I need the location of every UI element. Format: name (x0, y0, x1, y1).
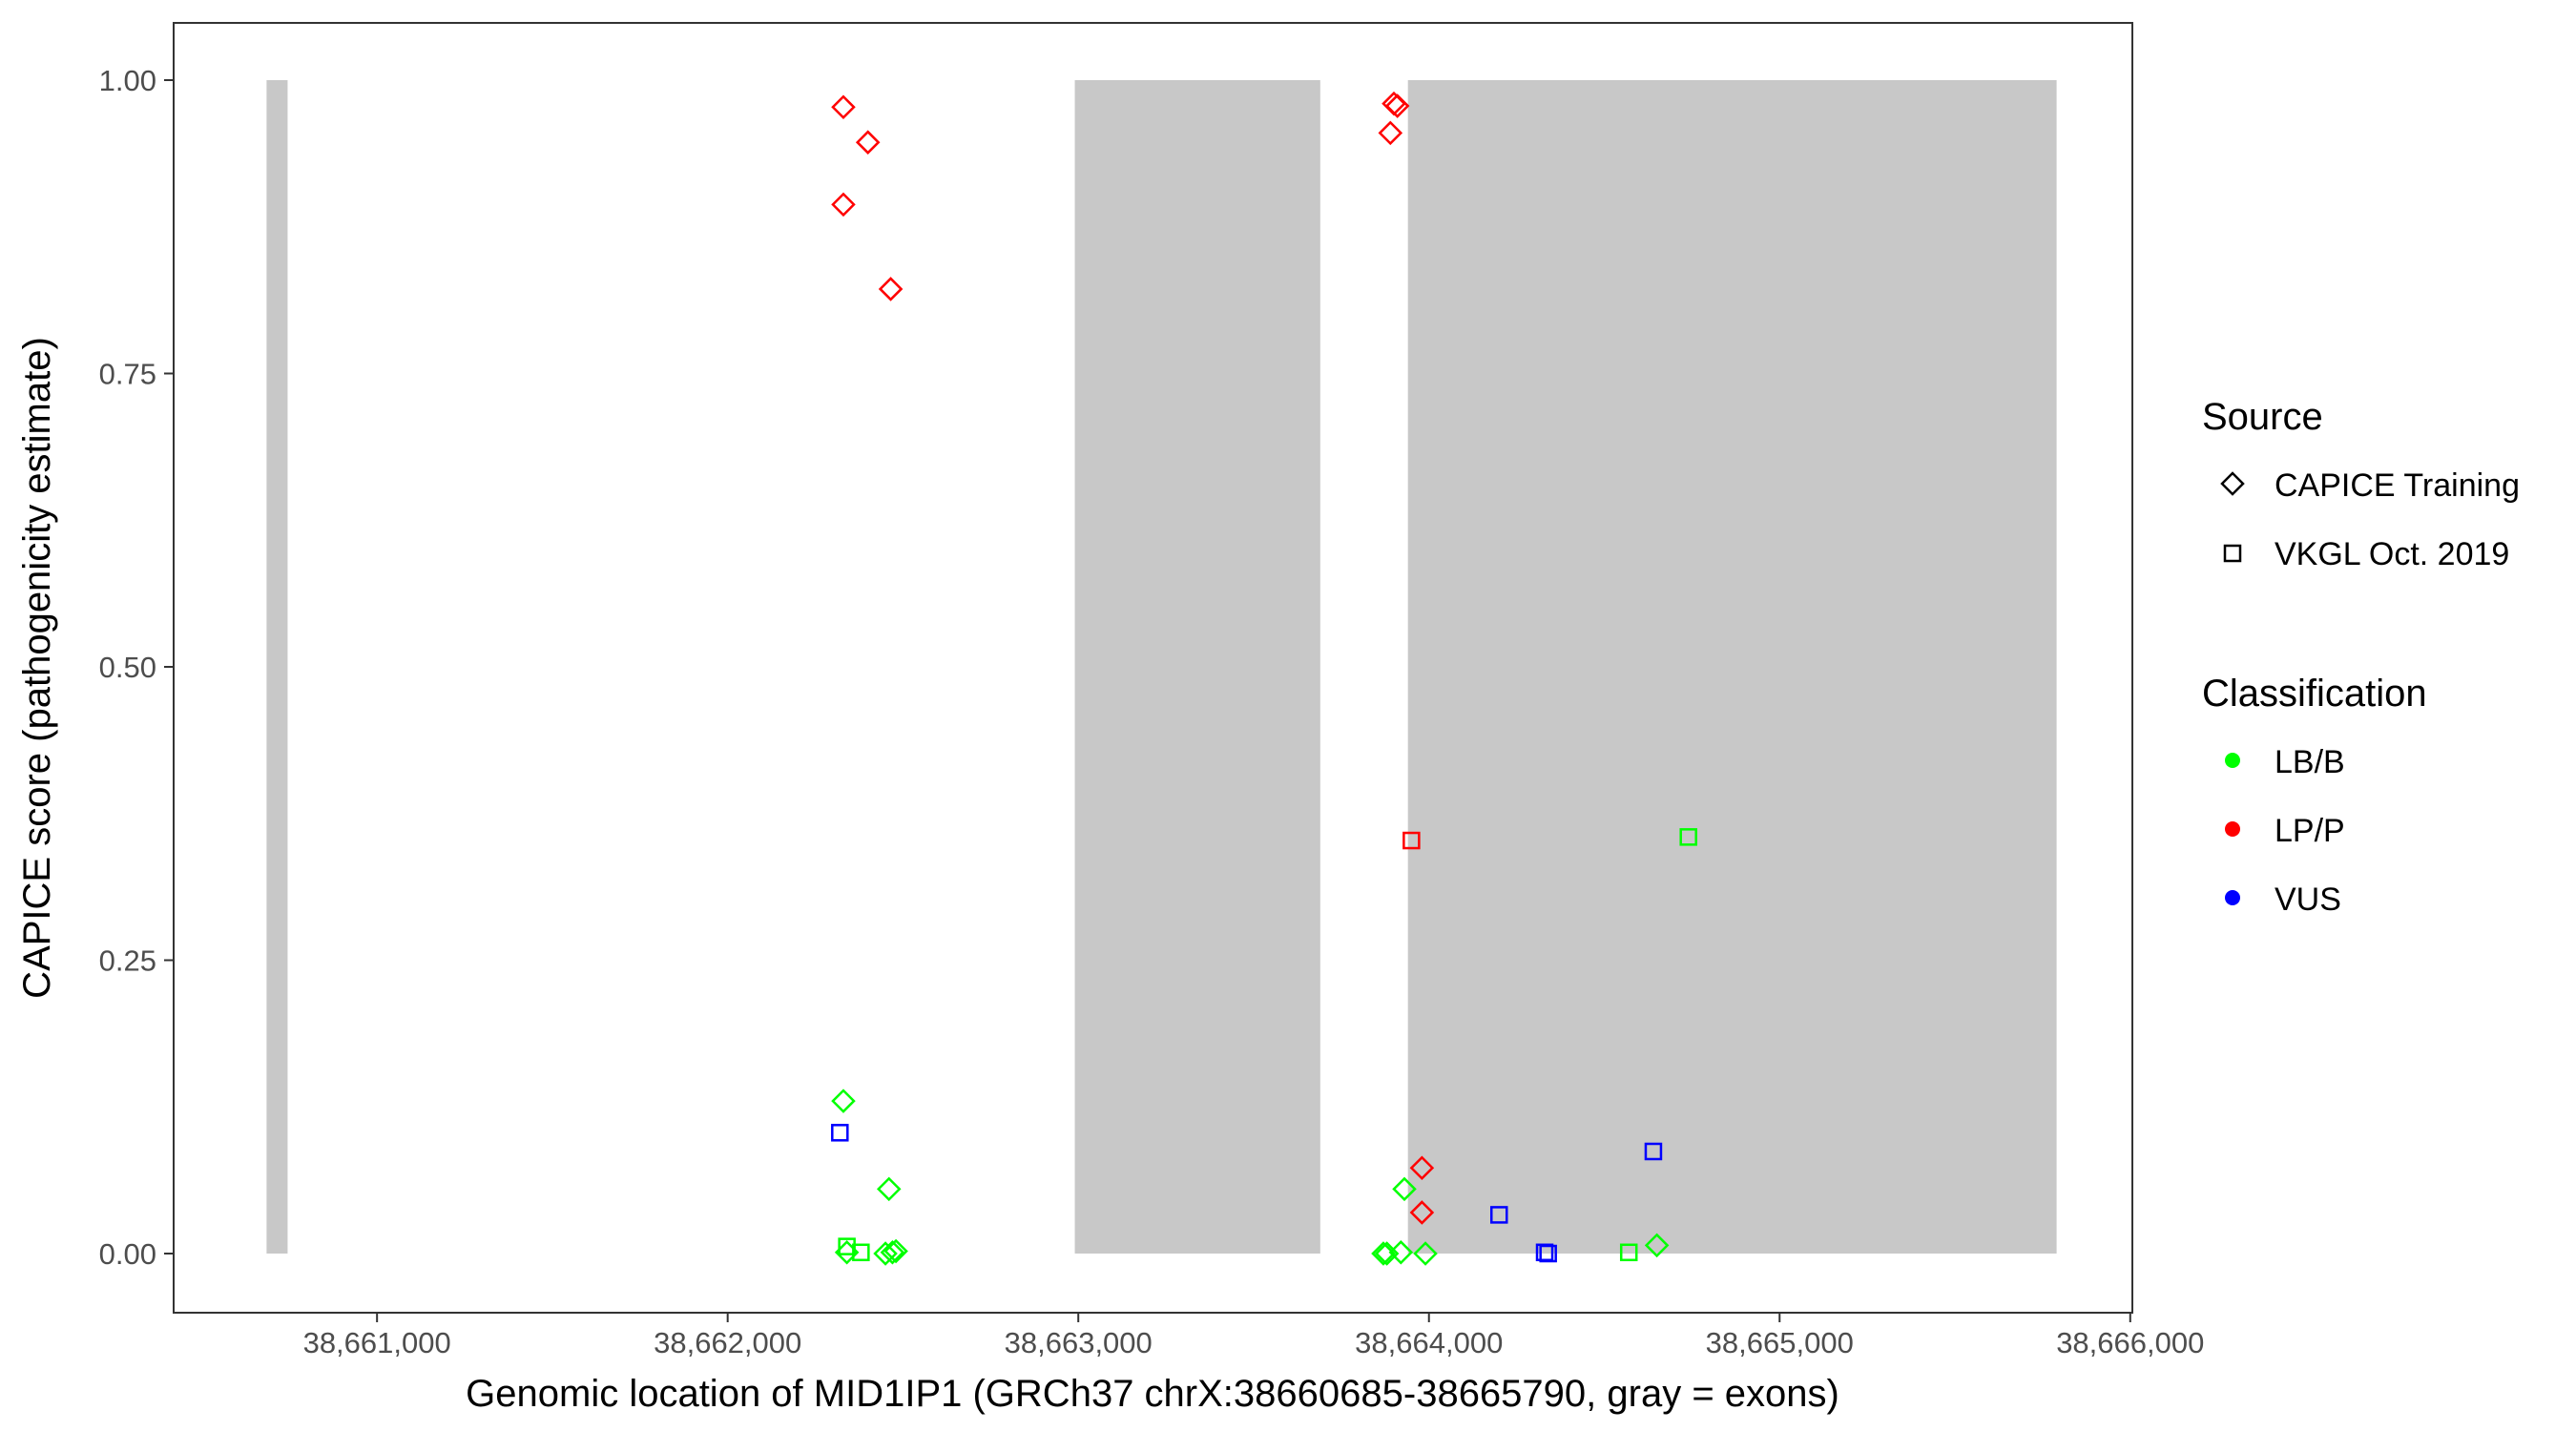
legend-label-vkgl: VKGL Oct. 2019 (2275, 536, 2509, 572)
x-axis-title: Genomic location of MID1IP1 (GRCh37 chrX… (466, 1373, 1839, 1415)
x-tick-label: 38,663,000 (1005, 1326, 1153, 1359)
data-point-diamond (1392, 1176, 1417, 1202)
data-point-square (1489, 1206, 1508, 1224)
legend-label-lpp: LP/P (2275, 813, 2345, 849)
data-point-diamond (831, 94, 856, 120)
y-axis: 0.00 0.25 0.50 0.75 1.00 (99, 64, 174, 1271)
data-point-diamond (1384, 93, 1410, 118)
y-axis-title: CAPICE score (pathogenicity estimate) (16, 337, 58, 999)
data-point-diamond (1378, 120, 1403, 146)
data-point-diamond (1388, 1240, 1414, 1265)
legend-dot-lpp (2225, 821, 2240, 837)
legend-label-vus: VUS (2275, 881, 2341, 918)
data-point-square (852, 1243, 870, 1262)
data-point-diamond (1409, 1200, 1435, 1225)
legend-dot-lbb (2225, 753, 2240, 768)
data-point-square (1679, 828, 1697, 846)
y-tick-label: 0.25 (99, 944, 156, 978)
data-point-diamond (1413, 1241, 1438, 1266)
x-tick-label: 38,665,000 (1706, 1326, 1854, 1359)
data-point-diamond (880, 1240, 905, 1265)
x-axis: 38,661,000 38,662,000 38,663,000 38,664,000… (303, 1313, 2204, 1359)
legend-item-lbb: LB/B (2225, 744, 2345, 780)
data-point-diamond (855, 130, 881, 155)
data-point-square (1535, 1243, 1554, 1262)
legend-item-lpp: LP/P (2225, 813, 2345, 849)
data-point-diamond (1371, 1241, 1396, 1266)
x-tick-label: 38,666,000 (2056, 1326, 2204, 1359)
y-tick-label: 1.00 (99, 64, 156, 97)
legend-dot-vus (2225, 890, 2240, 905)
data-point-square (831, 1124, 849, 1142)
exon-layer (266, 80, 2057, 1254)
y-tick-label: 0.50 (99, 651, 156, 684)
exon-region (266, 80, 288, 1254)
legend-item-vkgl: VKGL Oct. 2019 (2223, 536, 2509, 572)
data-point-diamond (1644, 1233, 1670, 1258)
legend-title-source: Source (2202, 396, 2323, 438)
point-layer (831, 91, 1697, 1266)
legend-label-lbb: LB/B (2275, 744, 2345, 780)
y-tick-label: 0.75 (99, 358, 156, 391)
data-point-diamond (873, 1241, 898, 1266)
data-point-diamond (831, 1089, 856, 1113)
legend-item-capice-training: CAPICE Training (2220, 467, 2520, 504)
x-tick-label: 38,661,000 (303, 1326, 451, 1359)
data-point-square (1402, 831, 1421, 850)
data-point-square (838, 1237, 856, 1255)
x-tick-label: 38,664,000 (1355, 1326, 1503, 1359)
x-tick-label: 38,662,000 (654, 1326, 801, 1359)
data-point-diamond (878, 277, 904, 301)
legend-label-capice-training: CAPICE Training (2275, 467, 2520, 504)
legend-title-classification: Classification (2202, 673, 2427, 715)
y-tick-label: 0.00 (99, 1237, 156, 1271)
legend-square-icon (2223, 544, 2242, 563)
data-point-square (1644, 1142, 1663, 1161)
exon-region (1074, 80, 1320, 1254)
legend-diamond-icon (2220, 471, 2245, 496)
exon-region (1407, 80, 2057, 1254)
data-point-square (1619, 1243, 1638, 1262)
legend-item-vus: VUS (2225, 881, 2341, 918)
data-point-diamond (1409, 1155, 1435, 1180)
data-point-diamond (883, 1238, 908, 1264)
data-point-diamond (831, 192, 856, 218)
data-point-diamond (876, 1176, 902, 1202)
legend: Source CAPICE Training VKGL Oct. 2019 Cl… (2202, 396, 2520, 918)
